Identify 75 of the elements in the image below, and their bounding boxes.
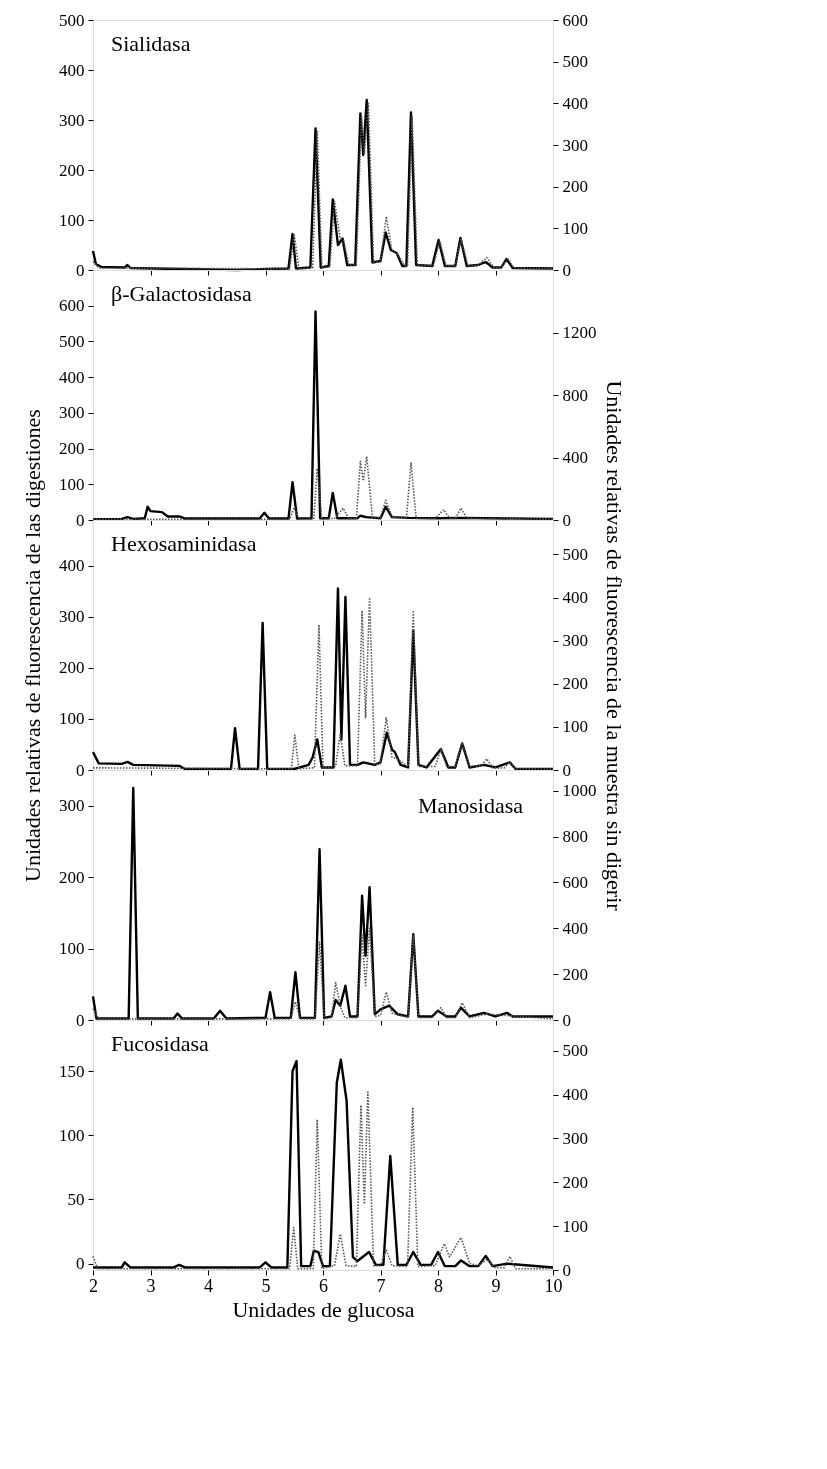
y2-tick-label: 0 <box>562 1010 571 1030</box>
y2-tick-label: 500 <box>562 544 588 564</box>
y-tick-label: 0 <box>76 260 85 280</box>
y2-tick-label: 400 <box>562 918 588 938</box>
y-tick-label: 300 <box>59 110 85 130</box>
text: Fucosidasa <box>111 1031 209 1056</box>
y2-tick-label: 300 <box>562 631 588 651</box>
y-tick-label: 500 <box>59 10 85 30</box>
y-tick-label: 150 <box>59 1061 85 1081</box>
x-tick-label: 10 <box>544 1275 563 1296</box>
y-tick-label: 300 <box>59 796 85 816</box>
y-tick-label: 400 <box>59 556 85 576</box>
line-series <box>92 455 554 521</box>
y-tick-label: 300 <box>59 607 85 627</box>
y2-tick-label: 300 <box>562 1128 588 1148</box>
x-tick-label: 3 <box>146 1275 156 1296</box>
y2-tick-label: 100 <box>562 218 588 238</box>
text: Manosidasa <box>417 793 524 818</box>
y2-tick-label: 100 <box>562 717 588 737</box>
y-tick-label: 100 <box>59 1125 85 1145</box>
y-tick-label: 400 <box>59 60 85 80</box>
x-tick-label: 5 <box>261 1275 271 1296</box>
y2-axis-title: Unidades relativas de fluorescencia de la muestra sin digerir <box>602 380 627 912</box>
y2-tick-label: 1000 <box>562 781 597 801</box>
y2-tick-label: 400 <box>562 93 588 113</box>
y2-tick-label: 0 <box>562 510 571 530</box>
y2-tick-label: 600 <box>562 10 588 30</box>
x-tick-label: 7 <box>376 1275 386 1296</box>
x-tick-label: 9 <box>491 1275 501 1296</box>
y2-tick-label: 300 <box>562 135 588 155</box>
y-tick-label: 400 <box>59 367 85 387</box>
y-tick-label: 600 <box>59 296 85 316</box>
y-tick-label: 200 <box>59 160 85 180</box>
y-axis-title: Unidades relativas de fluorescencia de las digestiones <box>20 409 45 882</box>
y2-tick-label: 400 <box>562 1085 588 1105</box>
line-series <box>92 927 554 1020</box>
y-tick-label: 100 <box>59 939 85 959</box>
y2-tick-label: 1200 <box>562 323 597 342</box>
y2-tick-label: 800 <box>562 827 588 847</box>
x-axis-title: Unidades de glucosa <box>232 1296 415 1322</box>
x-tick-label: 8 <box>434 1275 443 1296</box>
y-tick-label: 0 <box>76 1254 85 1274</box>
y-tick-label: 300 <box>59 403 85 423</box>
y2-tick-label: 500 <box>562 52 588 72</box>
text: Hexosaminidasa <box>111 531 257 556</box>
y2-tick-label: 0 <box>562 1260 571 1280</box>
x-tick-label: 4 <box>204 1275 213 1296</box>
y-tick-label: 0 <box>76 760 85 780</box>
text: Sialidasa <box>111 31 191 56</box>
y2-tick-label: 0 <box>562 260 571 280</box>
line-series <box>92 1091 554 1270</box>
y2-tick-label: 200 <box>562 177 588 197</box>
y-tick-label: 50 <box>67 1189 85 1209</box>
y-tick-label: 100 <box>59 709 85 729</box>
y2-tick-label: 800 <box>562 385 588 405</box>
y-tick-label: 200 <box>59 439 85 459</box>
y-tick-label: 200 <box>59 658 85 678</box>
x-tick-label: 2 <box>89 1275 98 1296</box>
y2-tick-label: 200 <box>562 674 588 694</box>
y-tick-label: 100 <box>59 474 85 494</box>
y2-tick-label: 200 <box>562 964 588 984</box>
text: β-Galactosidasa <box>111 281 252 306</box>
y-tick-label: 0 <box>76 510 85 530</box>
y2-tick-label: 100 <box>562 1216 588 1236</box>
y-tick-label: 500 <box>59 331 85 351</box>
y-tick-label: 100 <box>59 210 85 230</box>
y2-tick-label: 0 <box>562 760 571 780</box>
y-tick-label: 0 <box>76 1010 85 1030</box>
x-tick-label: 6 <box>319 1275 328 1296</box>
y-tick-label: 200 <box>59 867 85 887</box>
y2-tick-label: 500 <box>562 1041 588 1061</box>
y2-tick-label: 200 <box>562 1172 588 1192</box>
y2-tick-label: 400 <box>562 448 588 467</box>
y2-tick-label: 400 <box>562 588 588 608</box>
y2-tick-label: 600 <box>562 872 588 892</box>
